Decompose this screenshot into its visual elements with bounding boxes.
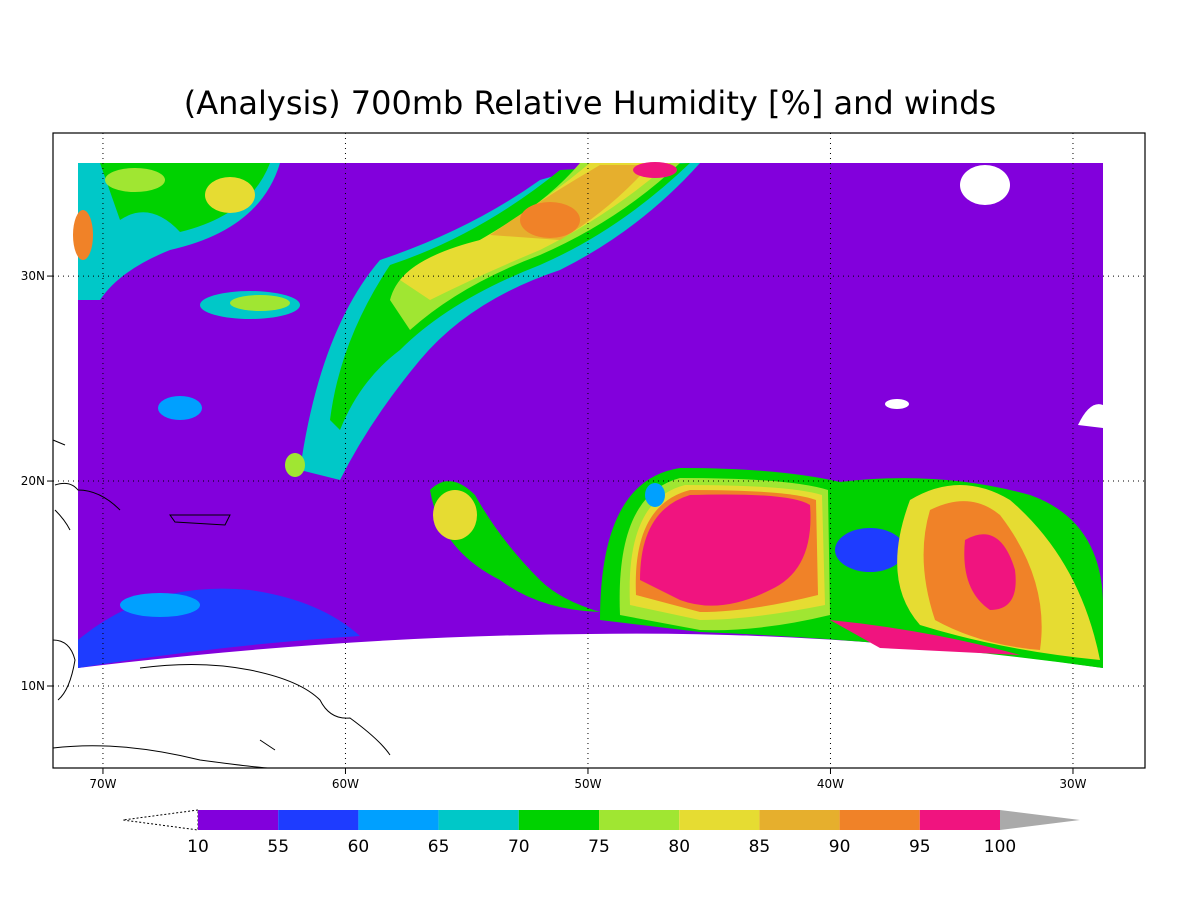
colorbar-label: 75: [588, 837, 610, 857]
x-tick-label: 60W: [332, 777, 359, 791]
colorbar-label: 100: [984, 837, 1016, 857]
colorbar-box: [198, 810, 279, 830]
y-tick-label: 30N: [21, 269, 45, 283]
colorbar-label: 55: [267, 837, 289, 857]
over-triangle: [1000, 810, 1080, 830]
colorbar-box: [599, 810, 680, 830]
x-tick-label: 40W: [817, 777, 844, 791]
colorbar-box: [278, 810, 359, 830]
y-tick-label: 20N: [21, 474, 45, 488]
coastlines: [52, 439, 391, 769]
y-tick-label: 10N: [21, 679, 45, 693]
map-frame: [52, 132, 1146, 769]
colorbar-box: [518, 810, 599, 830]
colorbar-box: [358, 810, 439, 830]
colorbar-label: 70: [508, 837, 530, 857]
x-tick-label: 50W: [574, 777, 601, 791]
colorbar-box: [919, 810, 1000, 830]
x-tick-label: 30W: [1059, 777, 1086, 791]
colorbar-box: [759, 810, 840, 830]
colorbar-label: 65: [428, 837, 450, 857]
colorbar-label: 90: [829, 837, 851, 857]
humidity-field: [73, 162, 1103, 668]
x-tick-label: 70W: [89, 777, 116, 791]
under-triangle: [122, 809, 199, 831]
colorbar: 10 55 60 65 70 75 80 85 90 95 100: [122, 809, 1080, 857]
colorbar-box: [839, 810, 920, 830]
colorbar-label: 85: [749, 837, 771, 857]
colorbar-label: 80: [668, 837, 690, 857]
colorbar-box: [679, 810, 760, 830]
map-title: (Analysis) 700mb Relative Humidity [%] a…: [184, 84, 996, 122]
colorbar-label: 10: [187, 837, 209, 857]
colorbar-label: 60: [348, 837, 370, 857]
colorbar-label: 95: [909, 837, 931, 857]
colorbar-box: [438, 810, 519, 830]
